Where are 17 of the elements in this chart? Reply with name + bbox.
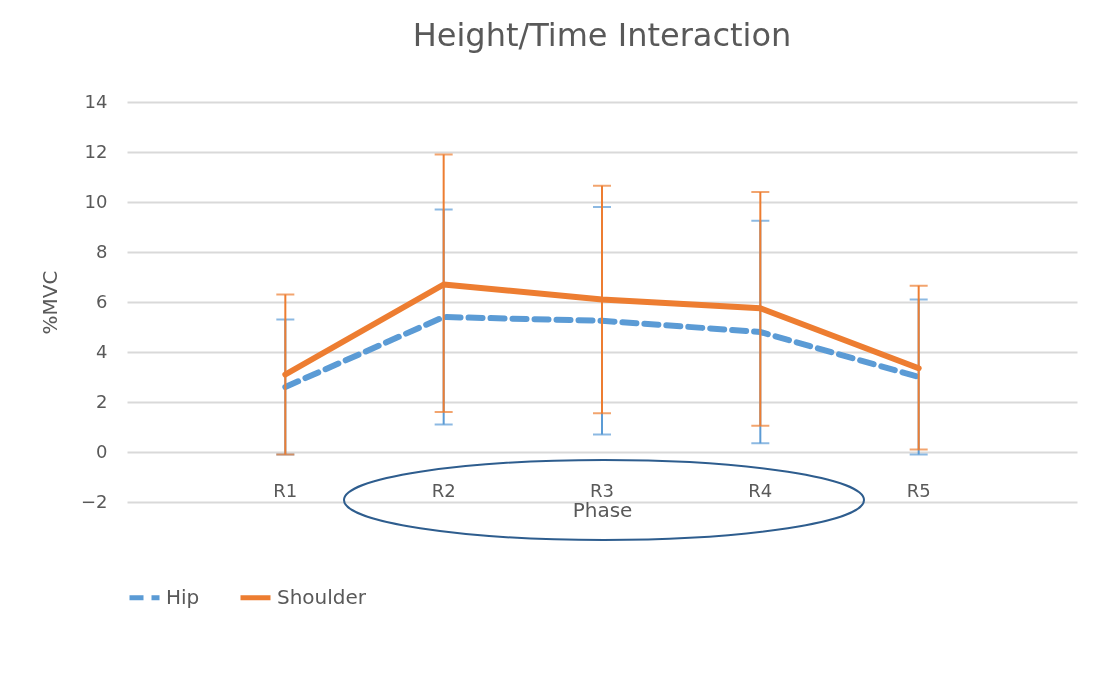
y-axis-title: %MVC [37,270,62,335]
chart-title: Height/Time Interaction [412,16,792,54]
y-tick-label: 6 [96,290,108,312]
y-tick-label: 4 [96,340,108,362]
y-tick-label: 0 [96,440,108,462]
x-tick-label: R4 [748,479,773,501]
y-tick-label: 2 [96,390,108,412]
y-tick-label: 8 [96,240,108,262]
y-tick-label: 12 [84,140,108,162]
legend-label: Shoulder [277,584,367,609]
x-tick-label: R1 [273,479,298,501]
y-tick-label: 10 [84,190,108,212]
legend-label: Hip [166,584,200,609]
x-tick-label: R5 [906,479,931,501]
y-tick-label: 14 [84,90,108,112]
y-tick-label: −2 [80,490,108,512]
x-tick-label: R2 [431,479,456,501]
